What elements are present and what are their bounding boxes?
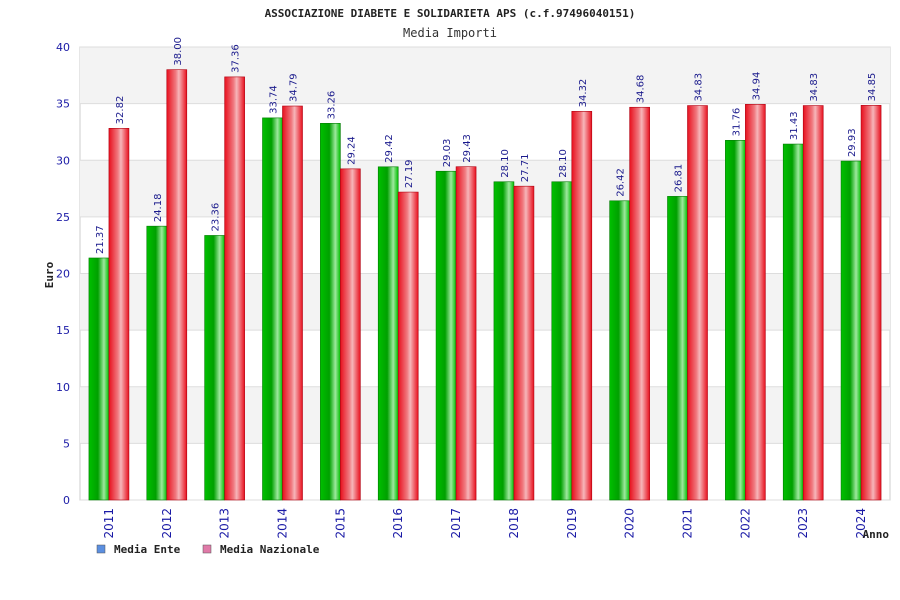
value-label: 33.26: [326, 91, 337, 120]
y-tick-label: 15: [56, 324, 70, 337]
y-tick-label: 5: [63, 437, 70, 450]
x-tick-label: 2017: [449, 508, 463, 539]
value-label: 26.81: [674, 164, 685, 193]
bar-media-ente: [262, 117, 283, 501]
value-label: 24.18: [153, 194, 164, 223]
bar-media-nazionale: [687, 105, 708, 501]
x-tick-label: 2023: [796, 508, 810, 539]
value-label: 29.24: [346, 136, 357, 165]
bar-media-nazionale: [340, 168, 361, 501]
bars: [88, 69, 882, 501]
bar-media-ente: [551, 181, 573, 501]
x-tick-label: 2021: [681, 508, 695, 539]
chart-subtitle: Media Importi: [403, 26, 497, 40]
value-label: 34.83: [809, 73, 820, 102]
x-axis-ticks: 2011 2012 2013 2014 2015 2016 2017 2018 2019 2020…: [102, 508, 868, 539]
value-label: 28.10: [500, 149, 511, 178]
value-label: 27.19: [404, 159, 415, 188]
y-axis-ticks: 0 5 10 15 20 25 30 35 40: [56, 41, 70, 507]
plot-band: [80, 273, 890, 331]
value-label: 29.43: [462, 134, 473, 163]
value-label: 32.82: [115, 96, 126, 125]
x-tick-label: 2018: [507, 508, 521, 539]
bar-media-ente: [320, 123, 341, 501]
value-label: 29.03: [442, 139, 453, 168]
legend-swatch-media-nazionale: [202, 544, 212, 554]
bar-media-ente: [146, 225, 168, 501]
x-tick-label: 2022: [738, 508, 752, 539]
bar-media-nazionale: [802, 105, 824, 501]
bar-media-ente: [377, 166, 399, 501]
value-label: 34.85: [867, 73, 878, 102]
legend: Media Ente Media Nazionale: [96, 543, 320, 556]
bar-media-nazionale: [455, 166, 477, 501]
x-tick-label: 2015: [333, 508, 347, 539]
bar-media-ente: [88, 257, 110, 501]
bar-media-ente: [840, 160, 862, 501]
value-label: 34.83: [694, 73, 705, 102]
plot-band: [80, 47, 890, 104]
y-tick-label: 25: [56, 211, 70, 224]
bar-media-nazionale: [108, 128, 130, 501]
bar-media-nazionale: [513, 185, 535, 501]
bar-media-nazionale: [571, 111, 593, 501]
y-tick-label: 10: [56, 381, 70, 394]
x-tick-label: 2014: [276, 508, 290, 539]
y-tick-label: 40: [56, 41, 70, 54]
y-tick-label: 35: [56, 98, 70, 111]
bar-media-ente: [204, 235, 225, 501]
x-tick-label: 2013: [218, 508, 232, 539]
value-label: 31.76: [731, 108, 742, 137]
bar-media-nazionale: [397, 191, 419, 501]
y-tick-label: 0: [63, 494, 70, 507]
bar-media-nazionale: [860, 105, 882, 501]
x-tick-label: 2012: [160, 508, 174, 539]
bar-media-ente: [725, 140, 746, 501]
legend-swatch-media-ente: [96, 544, 106, 554]
value-label: 28.10: [558, 149, 569, 178]
bar-media-ente: [782, 143, 804, 501]
bar-media-ente: [493, 181, 515, 501]
value-labels: 21.37 32.82 24.18 38.00 23.36 37.36 33.74 34.79…: [95, 37, 878, 254]
x-tick-label: 2016: [391, 508, 405, 539]
value-label: 27.71: [520, 154, 531, 183]
bar-media-nazionale: [166, 69, 188, 501]
bar-media-nazionale: [745, 104, 766, 501]
x-axis-label: Anno: [863, 528, 890, 541]
legend-label-media-ente: Media Ente: [114, 543, 181, 556]
y-axis-label: Euro: [43, 261, 56, 288]
x-tick-label: 2024: [854, 508, 868, 539]
value-label: 23.36: [211, 203, 222, 232]
chart-title: ASSOCIAZIONE DIABETE E SOLIDARIETA APS (…: [265, 7, 636, 20]
plot-band: [80, 386, 890, 444]
x-tick-label: 2011: [102, 508, 116, 539]
value-label: 34.32: [578, 79, 589, 108]
bar-media-nazionale: [224, 76, 245, 501]
bar-media-nazionale: [629, 106, 650, 501]
bar-media-ente: [667, 196, 688, 501]
x-tick-label: 2019: [565, 508, 579, 539]
y-tick-label: 20: [56, 268, 70, 281]
value-label: 21.37: [95, 225, 106, 254]
value-label: 37.36: [231, 44, 242, 73]
bar-media-nazionale: [282, 105, 303, 501]
value-label: 38.00: [173, 37, 184, 66]
legend-label-media-nazionale: Media Nazionale: [220, 543, 320, 556]
value-label: 31.43: [789, 111, 800, 140]
value-label: 29.42: [384, 134, 395, 163]
value-label: 26.42: [616, 168, 627, 197]
value-label: 34.68: [636, 75, 647, 104]
y-tick-label: 30: [56, 154, 70, 167]
bar-media-ente: [609, 200, 630, 501]
value-label: 29.93: [847, 128, 858, 157]
value-label: 33.74: [269, 85, 280, 114]
x-tick-label: 2020: [623, 508, 637, 539]
value-label: 34.94: [751, 72, 762, 101]
value-label: 34.79: [289, 73, 300, 102]
plot-band: [80, 160, 890, 217]
bar-media-ente: [435, 170, 457, 501]
